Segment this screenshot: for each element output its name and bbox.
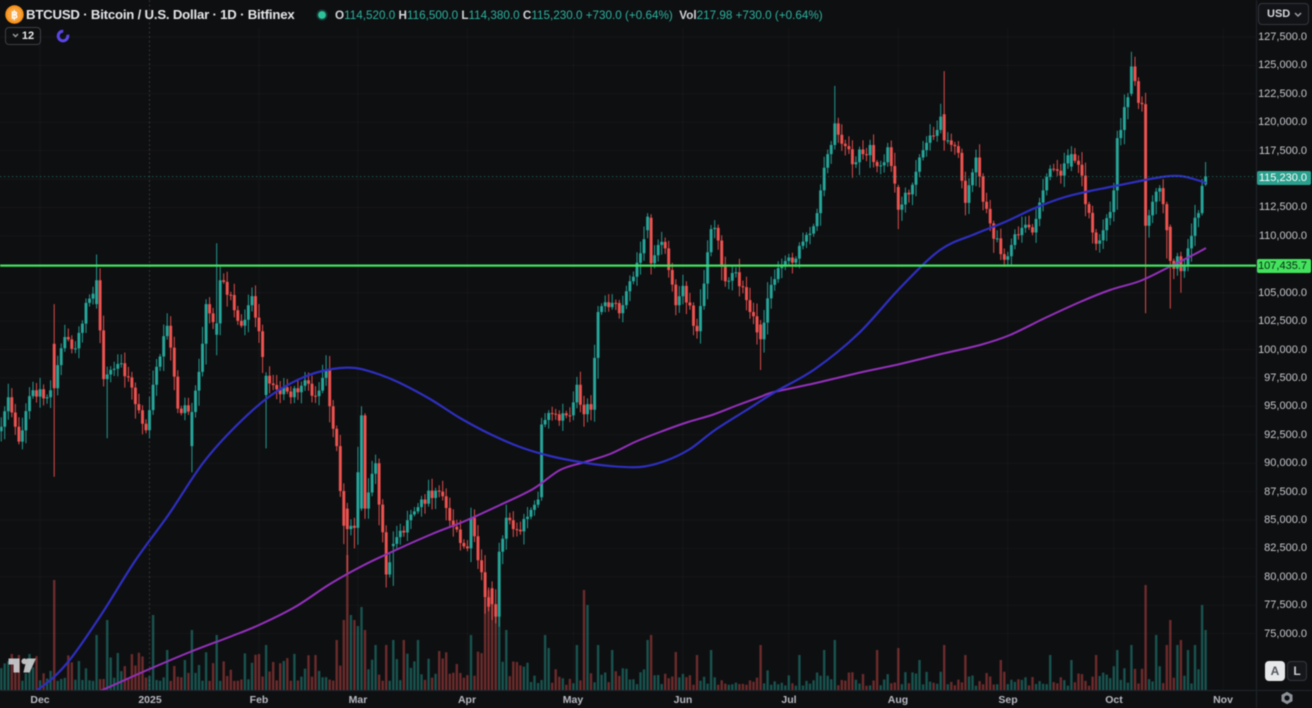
svg-text:฿: ฿ <box>11 10 18 22</box>
